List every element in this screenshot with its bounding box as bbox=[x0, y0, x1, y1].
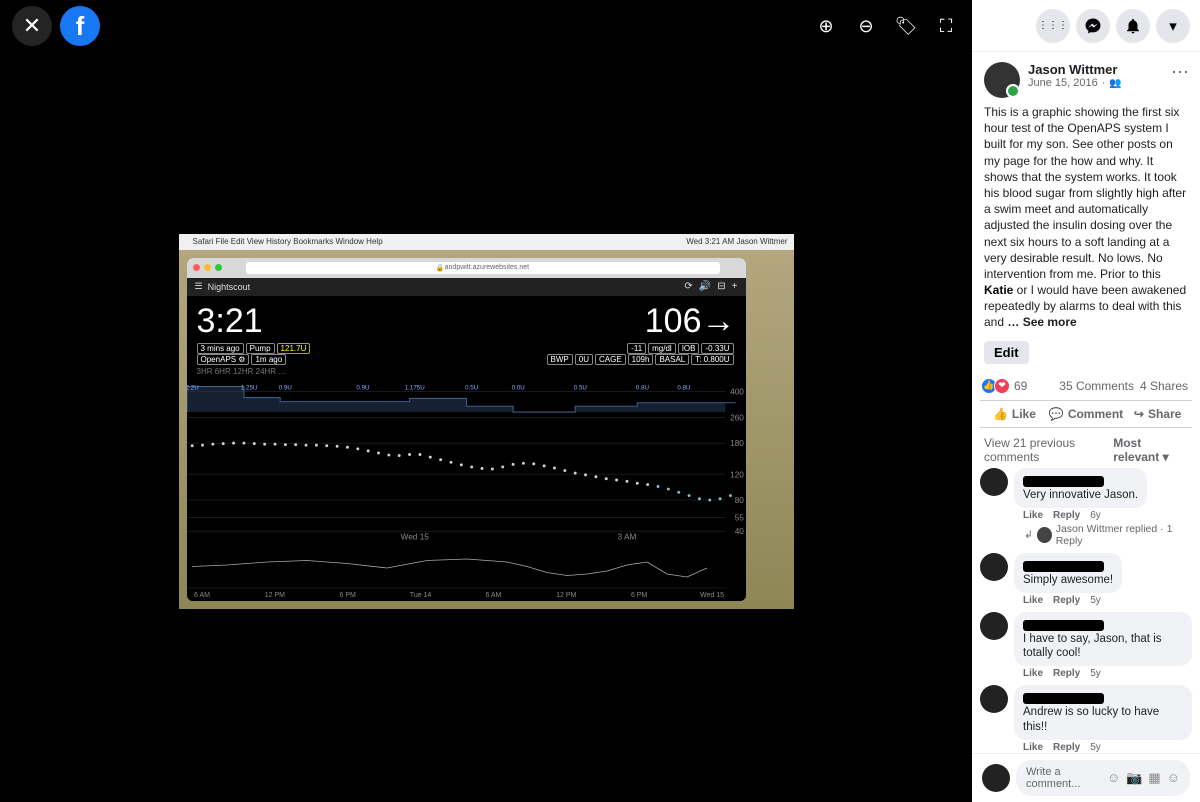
macos-menubar: Safari File Edit View History Bookmarks … bbox=[179, 234, 794, 250]
svg-text:260: 260 bbox=[730, 413, 744, 422]
emoji-icon[interactable]: ☺ bbox=[1107, 770, 1120, 786]
svg-text:0.9U: 0.9U bbox=[356, 384, 369, 391]
svg-text:6 PM: 6 PM bbox=[630, 592, 647, 599]
svg-text:120: 120 bbox=[730, 470, 744, 479]
share-button[interactable]: ↪ Share bbox=[1123, 401, 1192, 427]
svg-text:6 AM: 6 AM bbox=[194, 592, 210, 599]
fullscreen-icon[interactable]: ⛶ bbox=[930, 10, 962, 42]
svg-text:180: 180 bbox=[730, 439, 744, 448]
svg-text:0.8U: 0.8U bbox=[677, 384, 690, 391]
url-bar: 🔒 andpwitt.azurewebsites.net bbox=[246, 262, 720, 274]
comment-like[interactable]: Like bbox=[1023, 595, 1043, 606]
privacy-icon: 👥 bbox=[1109, 78, 1121, 89]
zoom-in-icon[interactable]: ⊕ bbox=[810, 10, 842, 42]
svg-text:0.5U: 0.5U bbox=[465, 384, 478, 391]
comment-item: xxxxxxxxI have to say, Jason, that is to… bbox=[980, 612, 1192, 680]
nightscout-time: 3:21 bbox=[197, 302, 263, 341]
my-avatar bbox=[982, 764, 1010, 792]
post-text: This is a graphic showing the first six … bbox=[972, 104, 1200, 339]
comment-button[interactable]: 💬 Comment bbox=[1049, 401, 1123, 427]
commenter-avatar[interactable] bbox=[980, 553, 1008, 581]
svg-text:6 AM: 6 AM bbox=[485, 592, 501, 599]
svg-text:Wed 15: Wed 15 bbox=[700, 592, 724, 599]
see-more-link[interactable]: … See more bbox=[1007, 315, 1076, 329]
comment-item: xxxxxxxxAndrew is so lucky to have this!… bbox=[980, 685, 1192, 753]
post-menu-button[interactable]: ⋯ bbox=[1171, 62, 1190, 83]
comment-reply[interactable]: Reply bbox=[1053, 510, 1080, 521]
post-image: Safari File Edit View History Bookmarks … bbox=[179, 234, 794, 609]
mention-link[interactable]: Katie bbox=[984, 283, 1013, 297]
author-avatar[interactable] bbox=[984, 62, 1020, 98]
nightscout-glucose: 106→ bbox=[645, 302, 736, 341]
svg-text:40: 40 bbox=[734, 527, 744, 536]
comment-input[interactable]: Write a comment... ☺ 📷 ▦ ☺ bbox=[1016, 760, 1190, 796]
comment-like[interactable]: Like bbox=[1023, 510, 1043, 521]
apps-icon[interactable]: ⋮⋮⋮ bbox=[1036, 9, 1070, 43]
author-name[interactable]: Jason Wittmer bbox=[1028, 62, 1122, 77]
svg-text:0.8U: 0.8U bbox=[635, 384, 648, 391]
comment-reply[interactable]: Reply bbox=[1053, 595, 1080, 606]
facebook-logo[interactable]: f bbox=[60, 6, 100, 46]
comment-like[interactable]: Like bbox=[1023, 742, 1043, 753]
sort-comments[interactable]: Most relevant ▾ bbox=[1113, 436, 1188, 464]
notifications-icon[interactable] bbox=[1116, 9, 1150, 43]
post-date[interactable]: June 15, 2016 bbox=[1028, 77, 1098, 89]
camera-icon[interactable]: 📷 bbox=[1126, 770, 1142, 786]
svg-text:55: 55 bbox=[734, 513, 744, 522]
svg-text:0.5U: 0.5U bbox=[573, 384, 586, 391]
edit-button[interactable]: Edit bbox=[984, 341, 1029, 364]
safari-toolbar: 🔒 andpwitt.azurewebsites.net bbox=[187, 258, 746, 278]
commenter-avatar[interactable] bbox=[980, 685, 1008, 713]
svg-text:80: 80 bbox=[734, 496, 744, 505]
retrospective-chart: 6 AM 12 PM 6 PM Tue 14 6 AM 12 PM 6 PM Wed 15 bbox=[187, 541, 727, 601]
svg-text:1.175U: 1.175U bbox=[404, 384, 424, 391]
svg-text:12 PM: 12 PM bbox=[264, 592, 284, 599]
svg-text:Tue 14: Tue 14 bbox=[409, 592, 431, 599]
zoom-out-icon[interactable]: ⊖ bbox=[850, 10, 882, 42]
svg-text:6 PM: 6 PM bbox=[339, 592, 356, 599]
comments-count[interactable]: 35 Comments bbox=[1059, 379, 1134, 393]
messenger-icon[interactable] bbox=[1076, 9, 1110, 43]
gif-icon[interactable]: ▦ bbox=[1148, 770, 1160, 786]
reply-thread[interactable]: ↳ Jason Wittmer replied · 1 Reply bbox=[1014, 521, 1192, 547]
svg-text:400: 400 bbox=[730, 387, 744, 396]
account-icon[interactable]: ▾ bbox=[1156, 9, 1190, 43]
svg-text:2.2U: 2.2U bbox=[187, 384, 199, 391]
view-previous-comments[interactable]: View 21 previous comments bbox=[984, 436, 1113, 464]
tag-icon[interactable]: 🏷 bbox=[890, 10, 922, 42]
commenter-avatar[interactable] bbox=[980, 612, 1008, 640]
close-button[interactable]: ✕ bbox=[12, 6, 52, 46]
svg-text:0.9U: 0.9U bbox=[278, 384, 291, 391]
svg-text:1.25U: 1.25U bbox=[240, 384, 257, 391]
sticker-icon[interactable]: ☺ bbox=[1167, 770, 1180, 786]
comment-item: xxxxxxxxVery innovative Jason. LikeReply… bbox=[980, 468, 1192, 547]
shares-count[interactable]: 4 Shares bbox=[1140, 379, 1188, 393]
comment-item: xxxxxxxxSimply awesome! LikeReply5y bbox=[980, 553, 1192, 606]
comment-reply[interactable]: Reply bbox=[1053, 742, 1080, 753]
time-range-selector: 3HR 6HR 12HR 24HR … bbox=[197, 367, 287, 376]
comment-reply[interactable]: Reply bbox=[1053, 668, 1080, 679]
comment-like[interactable]: Like bbox=[1023, 668, 1043, 679]
svg-text:0.0U: 0.0U bbox=[511, 384, 524, 391]
like-button[interactable]: 👍 Like bbox=[980, 401, 1049, 427]
reaction-count[interactable]: 69 bbox=[1014, 379, 1027, 393]
reactions-icons[interactable]: 👍 ❤ bbox=[984, 378, 1010, 394]
svg-text:12 PM: 12 PM bbox=[556, 592, 576, 599]
commenter-avatar[interactable] bbox=[980, 468, 1008, 496]
nightscout-header: ☰ Nightscout ⟳🔊⊟+ bbox=[187, 278, 746, 296]
glucose-chart: 400 260 180 120 80 55 40 2.2U 1.25U 0.9U 0.9U 1.175… bbox=[187, 381, 746, 541]
